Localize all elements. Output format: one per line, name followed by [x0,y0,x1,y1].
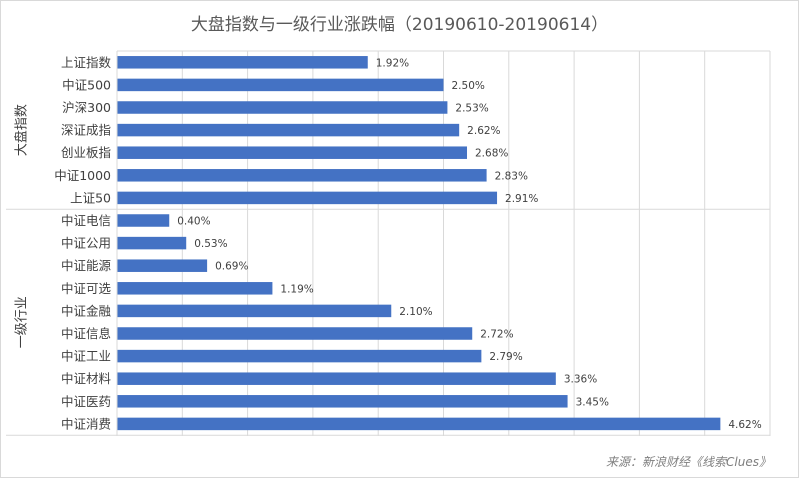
category-label: 中证金融 [61,303,112,318]
bar [117,123,460,137]
category-label: 上证50 [70,190,111,205]
chart-title: 大盘指数与一级行业涨跌幅（20190610-20190614） [190,15,609,35]
category-label: 上证指数 [61,55,112,70]
bar [117,78,444,92]
bar [117,259,208,272]
category-label: 中证医药 [61,394,111,409]
bar [117,236,187,250]
category-label: 深证成指 [61,123,111,138]
bar [117,395,568,408]
data-label: 2.53% [455,103,488,115]
data-label: 2.50% [452,80,485,92]
data-label: 3.45% [576,396,609,408]
category-label: 中证信息 [61,326,111,341]
data-label: 1.19% [280,283,313,295]
bar [117,304,392,318]
bar [117,146,468,159]
bar [117,282,273,295]
bar [117,372,556,385]
data-label: 0.53% [194,238,227,250]
bar [117,214,170,227]
category-label: 创业板指 [61,145,111,160]
bar [117,56,368,69]
bar [117,169,487,182]
bar [117,101,448,114]
category-label: 中证公用 [61,236,111,251]
data-label: 2.68% [475,148,508,160]
category-label: 中证能源 [61,258,112,273]
bar [117,417,721,431]
data-label: 2.91% [505,193,538,205]
category-label: 中证可选 [61,281,112,296]
group-label: 一级行业 [15,296,30,348]
category-label: 中证1000 [54,168,111,183]
data-label: 3.36% [564,374,597,386]
data-label: 2.79% [489,351,522,363]
bar [117,191,498,205]
bar [117,327,473,340]
data-label: 4.62% [728,419,761,431]
category-label: 中证500 [62,77,111,92]
data-label: 2.83% [495,170,528,182]
data-label: 1.92% [376,57,409,69]
data-label: 2.10% [399,306,432,318]
data-label: 2.62% [467,125,500,137]
category-label: 中证消费 [61,416,111,431]
bar [117,349,482,363]
data-label: 0.40% [177,216,210,228]
category-label: 中证电信 [61,213,111,228]
source-note: 来源：新浪财经《线索Clues》 [606,455,771,469]
data-label: 2.72% [480,329,513,341]
category-label: 中证工业 [61,349,111,364]
category-label: 中证材料 [61,371,112,386]
category-label: 沪深300 [62,100,111,115]
data-label: 0.69% [215,261,248,273]
group-label: 大盘指数 [14,104,30,156]
